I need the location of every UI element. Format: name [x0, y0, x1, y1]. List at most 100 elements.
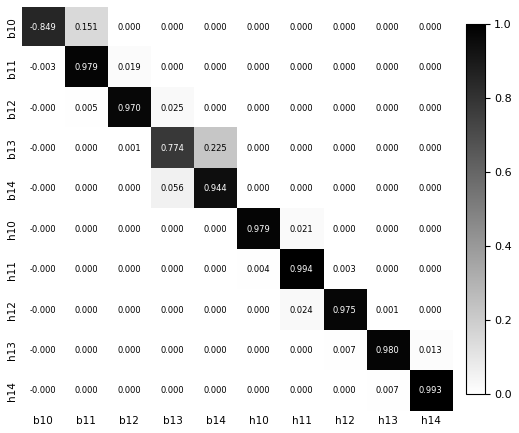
- Text: 0.000: 0.000: [247, 63, 270, 72]
- Text: 0.000: 0.000: [333, 63, 357, 72]
- Text: 0.000: 0.000: [203, 103, 227, 113]
- Text: 0.024: 0.024: [290, 306, 313, 315]
- Text: 0.000: 0.000: [419, 225, 443, 234]
- Text: 0.000: 0.000: [160, 306, 184, 315]
- Text: 0.000: 0.000: [160, 225, 184, 234]
- Text: 0.000: 0.000: [247, 387, 270, 395]
- Text: 0.003: 0.003: [333, 265, 357, 274]
- Text: 0.000: 0.000: [333, 103, 357, 113]
- Text: 0.001: 0.001: [118, 144, 141, 153]
- Text: 0.225: 0.225: [203, 144, 227, 153]
- Text: 0.000: 0.000: [247, 103, 270, 113]
- Text: 0.000: 0.000: [203, 306, 227, 315]
- Text: 0.007: 0.007: [333, 346, 357, 355]
- Text: 0.000: 0.000: [290, 144, 313, 153]
- Text: 0.000: 0.000: [290, 184, 313, 194]
- Text: 0.000: 0.000: [118, 23, 141, 32]
- Text: 0.000: 0.000: [333, 23, 357, 32]
- Text: -0.000: -0.000: [30, 265, 57, 274]
- Text: 0.004: 0.004: [247, 265, 270, 274]
- Text: 0.025: 0.025: [160, 103, 184, 113]
- Text: 0.000: 0.000: [118, 265, 141, 274]
- Text: 0.000: 0.000: [290, 387, 313, 395]
- Text: -0.000: -0.000: [30, 144, 57, 153]
- Text: 0.000: 0.000: [333, 144, 357, 153]
- Text: 0.001: 0.001: [376, 306, 400, 315]
- Text: 0.056: 0.056: [160, 184, 184, 194]
- Text: 0.000: 0.000: [333, 184, 357, 194]
- Text: 0.000: 0.000: [118, 225, 141, 234]
- Text: 0.000: 0.000: [333, 387, 357, 395]
- Text: 0.000: 0.000: [118, 387, 141, 395]
- Text: 0.000: 0.000: [160, 63, 184, 72]
- Text: -0.000: -0.000: [30, 306, 57, 315]
- Text: 0.000: 0.000: [333, 225, 357, 234]
- Text: 0.000: 0.000: [75, 306, 98, 315]
- Text: -0.000: -0.000: [30, 346, 57, 355]
- Text: 0.000: 0.000: [419, 63, 443, 72]
- Text: 0.000: 0.000: [376, 144, 400, 153]
- Text: 0.000: 0.000: [160, 265, 184, 274]
- Text: 0.000: 0.000: [376, 265, 400, 274]
- Text: 0.000: 0.000: [419, 103, 443, 113]
- Text: 0.019: 0.019: [118, 63, 141, 72]
- Text: 0.000: 0.000: [419, 306, 443, 315]
- Text: 0.774: 0.774: [160, 144, 184, 153]
- Text: 0.000: 0.000: [203, 63, 227, 72]
- Text: 0.000: 0.000: [75, 387, 98, 395]
- Text: 0.021: 0.021: [290, 225, 313, 234]
- Text: -0.003: -0.003: [30, 63, 57, 72]
- Text: 0.000: 0.000: [75, 346, 98, 355]
- Text: -0.000: -0.000: [30, 184, 57, 194]
- Text: 0.000: 0.000: [203, 346, 227, 355]
- Text: 0.000: 0.000: [419, 184, 443, 194]
- Text: 0.007: 0.007: [376, 387, 400, 395]
- Text: -0.000: -0.000: [30, 387, 57, 395]
- Text: 0.979: 0.979: [247, 225, 270, 234]
- Text: 0.000: 0.000: [203, 23, 227, 32]
- Text: 0.005: 0.005: [75, 103, 98, 113]
- Text: -0.849: -0.849: [30, 23, 57, 32]
- Text: 0.000: 0.000: [203, 387, 227, 395]
- Text: 0.000: 0.000: [203, 265, 227, 274]
- Text: 0.000: 0.000: [75, 225, 98, 234]
- Text: 0.000: 0.000: [160, 346, 184, 355]
- Text: 0.000: 0.000: [247, 23, 270, 32]
- Text: 0.000: 0.000: [376, 225, 400, 234]
- Text: 0.980: 0.980: [376, 346, 400, 355]
- Text: 0.000: 0.000: [376, 184, 400, 194]
- Text: 0.000: 0.000: [376, 23, 400, 32]
- Text: 0.000: 0.000: [247, 346, 270, 355]
- Text: 0.975: 0.975: [333, 306, 357, 315]
- Text: 0.000: 0.000: [118, 306, 141, 315]
- Text: 0.000: 0.000: [247, 306, 270, 315]
- Text: 0.000: 0.000: [75, 144, 98, 153]
- Text: 0.994: 0.994: [290, 265, 313, 274]
- Text: 0.013: 0.013: [419, 346, 443, 355]
- Text: 0.000: 0.000: [160, 387, 184, 395]
- Text: 0.000: 0.000: [118, 184, 141, 194]
- Text: 0.000: 0.000: [419, 23, 443, 32]
- Text: 0.000: 0.000: [419, 265, 443, 274]
- Text: 0.944: 0.944: [203, 184, 227, 194]
- Text: 0.000: 0.000: [118, 346, 141, 355]
- Text: 0.151: 0.151: [75, 23, 98, 32]
- Text: 0.970: 0.970: [117, 103, 141, 113]
- Text: 0.000: 0.000: [290, 346, 313, 355]
- Text: 0.000: 0.000: [75, 265, 98, 274]
- Text: 0.000: 0.000: [376, 63, 400, 72]
- Text: 0.000: 0.000: [290, 63, 313, 72]
- Text: 0.000: 0.000: [290, 103, 313, 113]
- Text: 0.979: 0.979: [75, 63, 98, 72]
- Text: -0.000: -0.000: [30, 225, 57, 234]
- Text: -0.000: -0.000: [30, 103, 57, 113]
- Text: 0.000: 0.000: [419, 144, 443, 153]
- Text: 0.000: 0.000: [247, 184, 270, 194]
- Text: 0.000: 0.000: [203, 225, 227, 234]
- Text: 0.000: 0.000: [160, 23, 184, 32]
- Text: 0.993: 0.993: [419, 387, 443, 395]
- Text: 0.000: 0.000: [247, 144, 270, 153]
- Text: 0.000: 0.000: [290, 23, 313, 32]
- Text: 0.000: 0.000: [376, 103, 400, 113]
- Text: 0.000: 0.000: [75, 184, 98, 194]
